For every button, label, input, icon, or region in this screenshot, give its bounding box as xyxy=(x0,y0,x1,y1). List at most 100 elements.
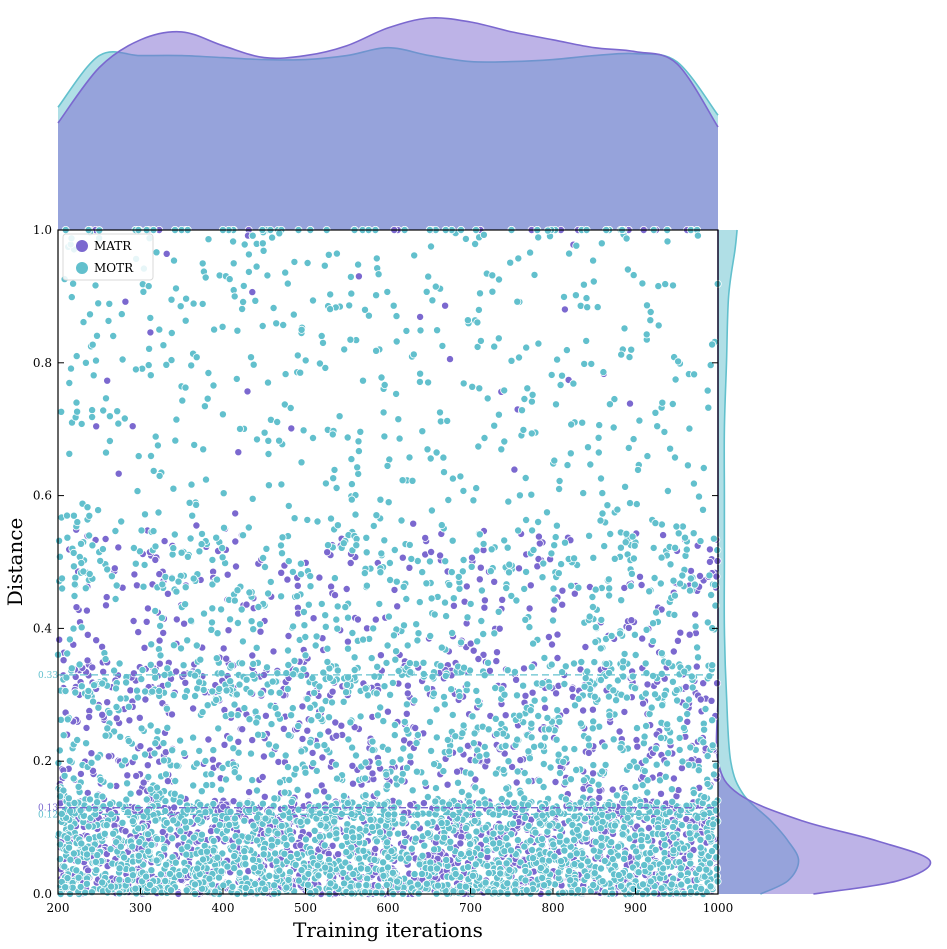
point-motr xyxy=(232,374,241,383)
point-matr xyxy=(328,687,337,696)
point-matr xyxy=(501,711,510,720)
point-motr xyxy=(466,599,475,608)
point-matr xyxy=(713,679,722,688)
point-motr xyxy=(180,749,189,758)
point-motr xyxy=(490,421,499,430)
point-motr xyxy=(543,508,552,517)
point-matr xyxy=(492,648,501,657)
point-motr xyxy=(320,841,329,850)
point-matr xyxy=(231,562,240,571)
point-motr xyxy=(650,574,659,583)
point-motr xyxy=(188,511,197,520)
point-motr xyxy=(651,408,660,417)
point-matr xyxy=(549,605,558,614)
point-motr xyxy=(668,677,677,686)
point-motr xyxy=(374,759,383,768)
point-motr xyxy=(422,287,431,296)
point-matr xyxy=(324,727,333,736)
point-motr xyxy=(669,576,678,585)
point-matr xyxy=(129,669,138,678)
point-motr xyxy=(321,611,330,620)
point-motr xyxy=(486,567,495,576)
point-matr xyxy=(512,675,521,684)
point-matr xyxy=(696,695,705,704)
point-matr xyxy=(441,301,450,310)
point-motr xyxy=(176,736,185,745)
point-matr xyxy=(135,788,144,797)
point-motr xyxy=(589,553,598,562)
point-motr xyxy=(416,326,425,335)
point-matr xyxy=(475,575,484,584)
point-motr xyxy=(246,749,255,758)
point-motr xyxy=(432,448,441,457)
point-motr xyxy=(107,572,116,581)
point-motr xyxy=(712,853,721,862)
point-matr xyxy=(248,651,257,660)
point-motr xyxy=(479,539,488,548)
point-motr xyxy=(402,700,411,709)
point-matr xyxy=(180,619,189,628)
point-matr xyxy=(595,793,604,802)
point-matr xyxy=(615,727,624,736)
point-motr xyxy=(58,584,67,593)
point-motr xyxy=(210,325,219,334)
point-motr xyxy=(585,741,594,750)
point-motr xyxy=(448,474,457,483)
point-matr xyxy=(626,399,635,408)
point-motr xyxy=(652,608,661,617)
point-motr xyxy=(354,469,363,478)
point-motr xyxy=(480,742,489,751)
point-motr xyxy=(705,571,714,580)
point-motr xyxy=(238,304,247,313)
point-matr xyxy=(403,681,412,690)
point-motr xyxy=(290,257,299,266)
point-motr xyxy=(346,335,355,344)
point-matr xyxy=(143,761,152,770)
point-motr xyxy=(279,320,288,329)
point-motr xyxy=(71,573,80,582)
point-matr xyxy=(416,312,425,321)
point-matr xyxy=(342,585,351,594)
point-matr xyxy=(620,583,629,592)
point-motr xyxy=(599,368,608,377)
point-motr xyxy=(262,544,271,553)
point-motr xyxy=(248,494,257,503)
point-matr xyxy=(172,615,181,624)
point-matr xyxy=(337,721,346,730)
point-matr xyxy=(343,637,352,646)
point-motr xyxy=(427,746,436,755)
point-matr xyxy=(162,249,171,258)
point-matr xyxy=(553,630,562,639)
point-matr xyxy=(558,600,567,609)
point-motr xyxy=(415,598,424,607)
point-matr xyxy=(72,603,81,612)
point-matr xyxy=(140,643,149,652)
point-motr xyxy=(414,629,423,638)
point-motr xyxy=(380,432,389,441)
scatter-points xyxy=(54,225,722,899)
point-motr xyxy=(376,703,385,712)
point-motr xyxy=(577,658,586,667)
point-matr xyxy=(309,614,318,623)
point-matr xyxy=(259,752,268,761)
point-motr xyxy=(140,560,149,569)
point-matr xyxy=(480,603,489,612)
point-motr xyxy=(306,582,315,591)
point-motr xyxy=(688,683,697,692)
point-motr xyxy=(549,616,558,625)
point-matr xyxy=(643,680,652,689)
point-matr xyxy=(303,726,312,735)
point-matr xyxy=(449,601,458,610)
point-matr xyxy=(409,519,418,528)
point-motr xyxy=(514,254,523,263)
point-matr xyxy=(104,752,113,761)
point-matr xyxy=(490,577,499,586)
point-motr xyxy=(63,649,72,658)
point-matr xyxy=(402,709,411,718)
point-motr xyxy=(244,267,253,276)
point-matr xyxy=(443,780,452,789)
point-motr xyxy=(459,721,468,730)
point-motr xyxy=(589,717,598,726)
point-motr xyxy=(215,684,224,693)
point-matr xyxy=(544,633,553,642)
